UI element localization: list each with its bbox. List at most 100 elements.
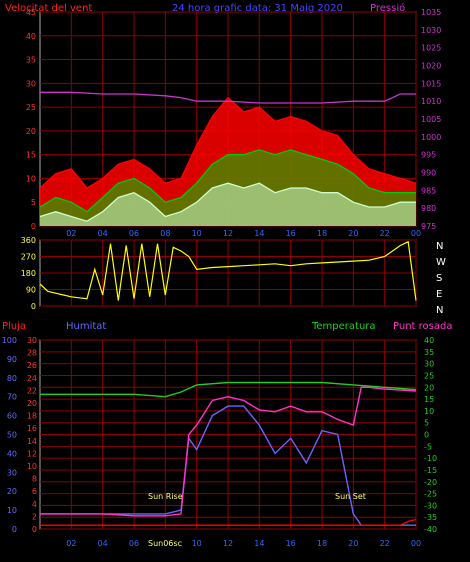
temperature-tick: 25 xyxy=(424,371,434,380)
humidity-tick: 60 xyxy=(7,412,17,421)
rain-tick: 18 xyxy=(27,412,37,421)
temperature-tick: -20 xyxy=(424,478,437,487)
temperature-tick: -40 xyxy=(424,525,437,534)
wind-speed-tick: 45 xyxy=(26,8,36,17)
pressure-tick: 985 xyxy=(421,186,436,195)
pressure-tick: 1030 xyxy=(421,26,441,35)
pressure-tick: 1025 xyxy=(421,44,441,53)
compass-letter-s: S xyxy=(436,273,442,284)
wind-time-tick: 04 xyxy=(98,229,108,238)
wind-low-line xyxy=(39,182,416,222)
dewpoint-label: Punt rosada xyxy=(393,321,452,332)
rain-tick: 24 xyxy=(27,374,37,383)
climate-time-tick: 20 xyxy=(348,539,358,548)
wind-speed-tick: 35 xyxy=(26,56,36,65)
temperature-tick: -30 xyxy=(424,501,437,510)
temperature-axis: -40 -35 -30 -25 -20 -15 -10 -5 0 5 10 15 20 25 30 35 40 xyxy=(424,336,437,534)
humidity-tick: 20 xyxy=(7,487,17,496)
wind-speed-label: Velocitat del vent xyxy=(5,3,92,14)
humidity-tick: 80 xyxy=(7,374,17,383)
climate-series xyxy=(40,381,417,526)
wind-time-tick: 20 xyxy=(348,229,358,238)
compass-letter-w: W xyxy=(436,257,446,268)
wind-speed-tick: 20 xyxy=(26,127,36,136)
climate-time-tick: 02 xyxy=(66,539,76,548)
rain-tick: 2 xyxy=(32,512,37,521)
wind-direction-line xyxy=(39,240,417,301)
climate-time-tick: 12 xyxy=(223,539,233,548)
climate-time-tick: 00 xyxy=(411,539,421,548)
climate-time-tick: 10 xyxy=(192,539,202,548)
rain-tick: 0 xyxy=(32,525,37,534)
rain-tick: 26 xyxy=(27,361,37,370)
rain-tick: 6 xyxy=(32,487,37,496)
wind-time-tick: 02 xyxy=(66,229,76,238)
climate-time-tick: 06 xyxy=(129,539,139,548)
temperature-tick: -25 xyxy=(424,490,437,499)
wind-speed-axis: 0 5 10 15 20 25 30 35 40 45 xyxy=(26,8,36,231)
temperature-tick: -15 xyxy=(424,466,437,475)
wind-series xyxy=(39,91,417,226)
direction-tick: 90 xyxy=(26,286,36,295)
pressure-tick: 980 xyxy=(421,204,436,213)
humidity-tick: 50 xyxy=(7,431,17,440)
rain-tick: 10 xyxy=(27,462,37,471)
wind-time-tick: 10 xyxy=(192,229,202,238)
humidity-tick: 90 xyxy=(7,355,17,364)
temperature-tick: -35 xyxy=(424,513,437,522)
rain-tick: 16 xyxy=(27,424,37,433)
wind-speed-tick: 0 xyxy=(31,222,36,231)
humidity-line xyxy=(40,405,416,526)
humidity-tick: 100 xyxy=(2,336,17,345)
wind-speed-tick: 30 xyxy=(26,79,36,88)
temperature-tick: 5 xyxy=(424,419,429,428)
humidity-tick: 30 xyxy=(7,468,17,477)
humidity-tick: 10 xyxy=(7,506,17,515)
wind-time-axis: 02 04 06 08 10 12 14 16 18 20 22 00 xyxy=(66,229,421,238)
humidity-tick: 0 xyxy=(12,525,17,534)
wind-speed-tick: 5 xyxy=(31,198,36,207)
wind-time-tick: 14 xyxy=(254,229,264,238)
wind-time-tick: 18 xyxy=(317,229,327,238)
temperature-tick: 20 xyxy=(424,383,434,392)
direction-tick: 0 xyxy=(31,302,36,311)
wind-speed-tick: 40 xyxy=(26,32,36,41)
wind-time-tick: 12 xyxy=(223,229,233,238)
direction-panel-grid xyxy=(40,239,417,307)
direction-tick: 360 xyxy=(21,236,36,245)
climate-time-tick: 18 xyxy=(317,539,327,548)
compass-letter-e: E xyxy=(436,289,442,300)
direction-tick: 180 xyxy=(21,269,36,278)
rain-label: Pluja xyxy=(2,321,26,332)
temperature-tick: 10 xyxy=(424,407,434,416)
temperature-tick: -10 xyxy=(424,454,437,463)
compass-letters: N W S E N xyxy=(436,241,446,316)
temperature-tick: 15 xyxy=(424,395,434,404)
pressure-tick: 1035 xyxy=(421,8,441,17)
rain-tick: 8 xyxy=(32,475,37,484)
pressure-label: Pressió xyxy=(370,2,405,14)
dewpoint-line xyxy=(40,386,417,517)
wind-speed-tick: 10 xyxy=(26,174,36,183)
climate-time-tick: 22 xyxy=(380,539,390,548)
pressure-tick: 990 xyxy=(421,169,436,178)
humidity-tick: 70 xyxy=(7,393,17,402)
pressure-tick: 1005 xyxy=(421,115,441,124)
temperature-tick: 40 xyxy=(424,336,434,345)
wind-time-tick: 22 xyxy=(380,229,390,238)
pressure-tick: 1010 xyxy=(421,97,441,106)
wind-speed-tick: 15 xyxy=(26,151,36,160)
rain-tick: 12 xyxy=(27,449,37,458)
sunrise-annotation: Sun Rise xyxy=(148,492,183,501)
wind-time-tick: 08 xyxy=(160,229,170,238)
pressure-tick: 1015 xyxy=(421,79,441,88)
sunrise-time-label: Sun06sc xyxy=(148,539,182,548)
rain-tick: 22 xyxy=(27,386,37,395)
wind-gust-line xyxy=(39,96,417,189)
climate-time-tick: 04 xyxy=(98,539,108,548)
rain-tick: 20 xyxy=(27,399,37,408)
chart-title: 24 hora grafic data: 31 Maig 2020 xyxy=(172,3,343,14)
rain-tick: 28 xyxy=(27,349,37,358)
pressure-axis: 975 980 985 990 995 1000 1005 1010 1015 1020 1025 1… xyxy=(421,8,441,231)
